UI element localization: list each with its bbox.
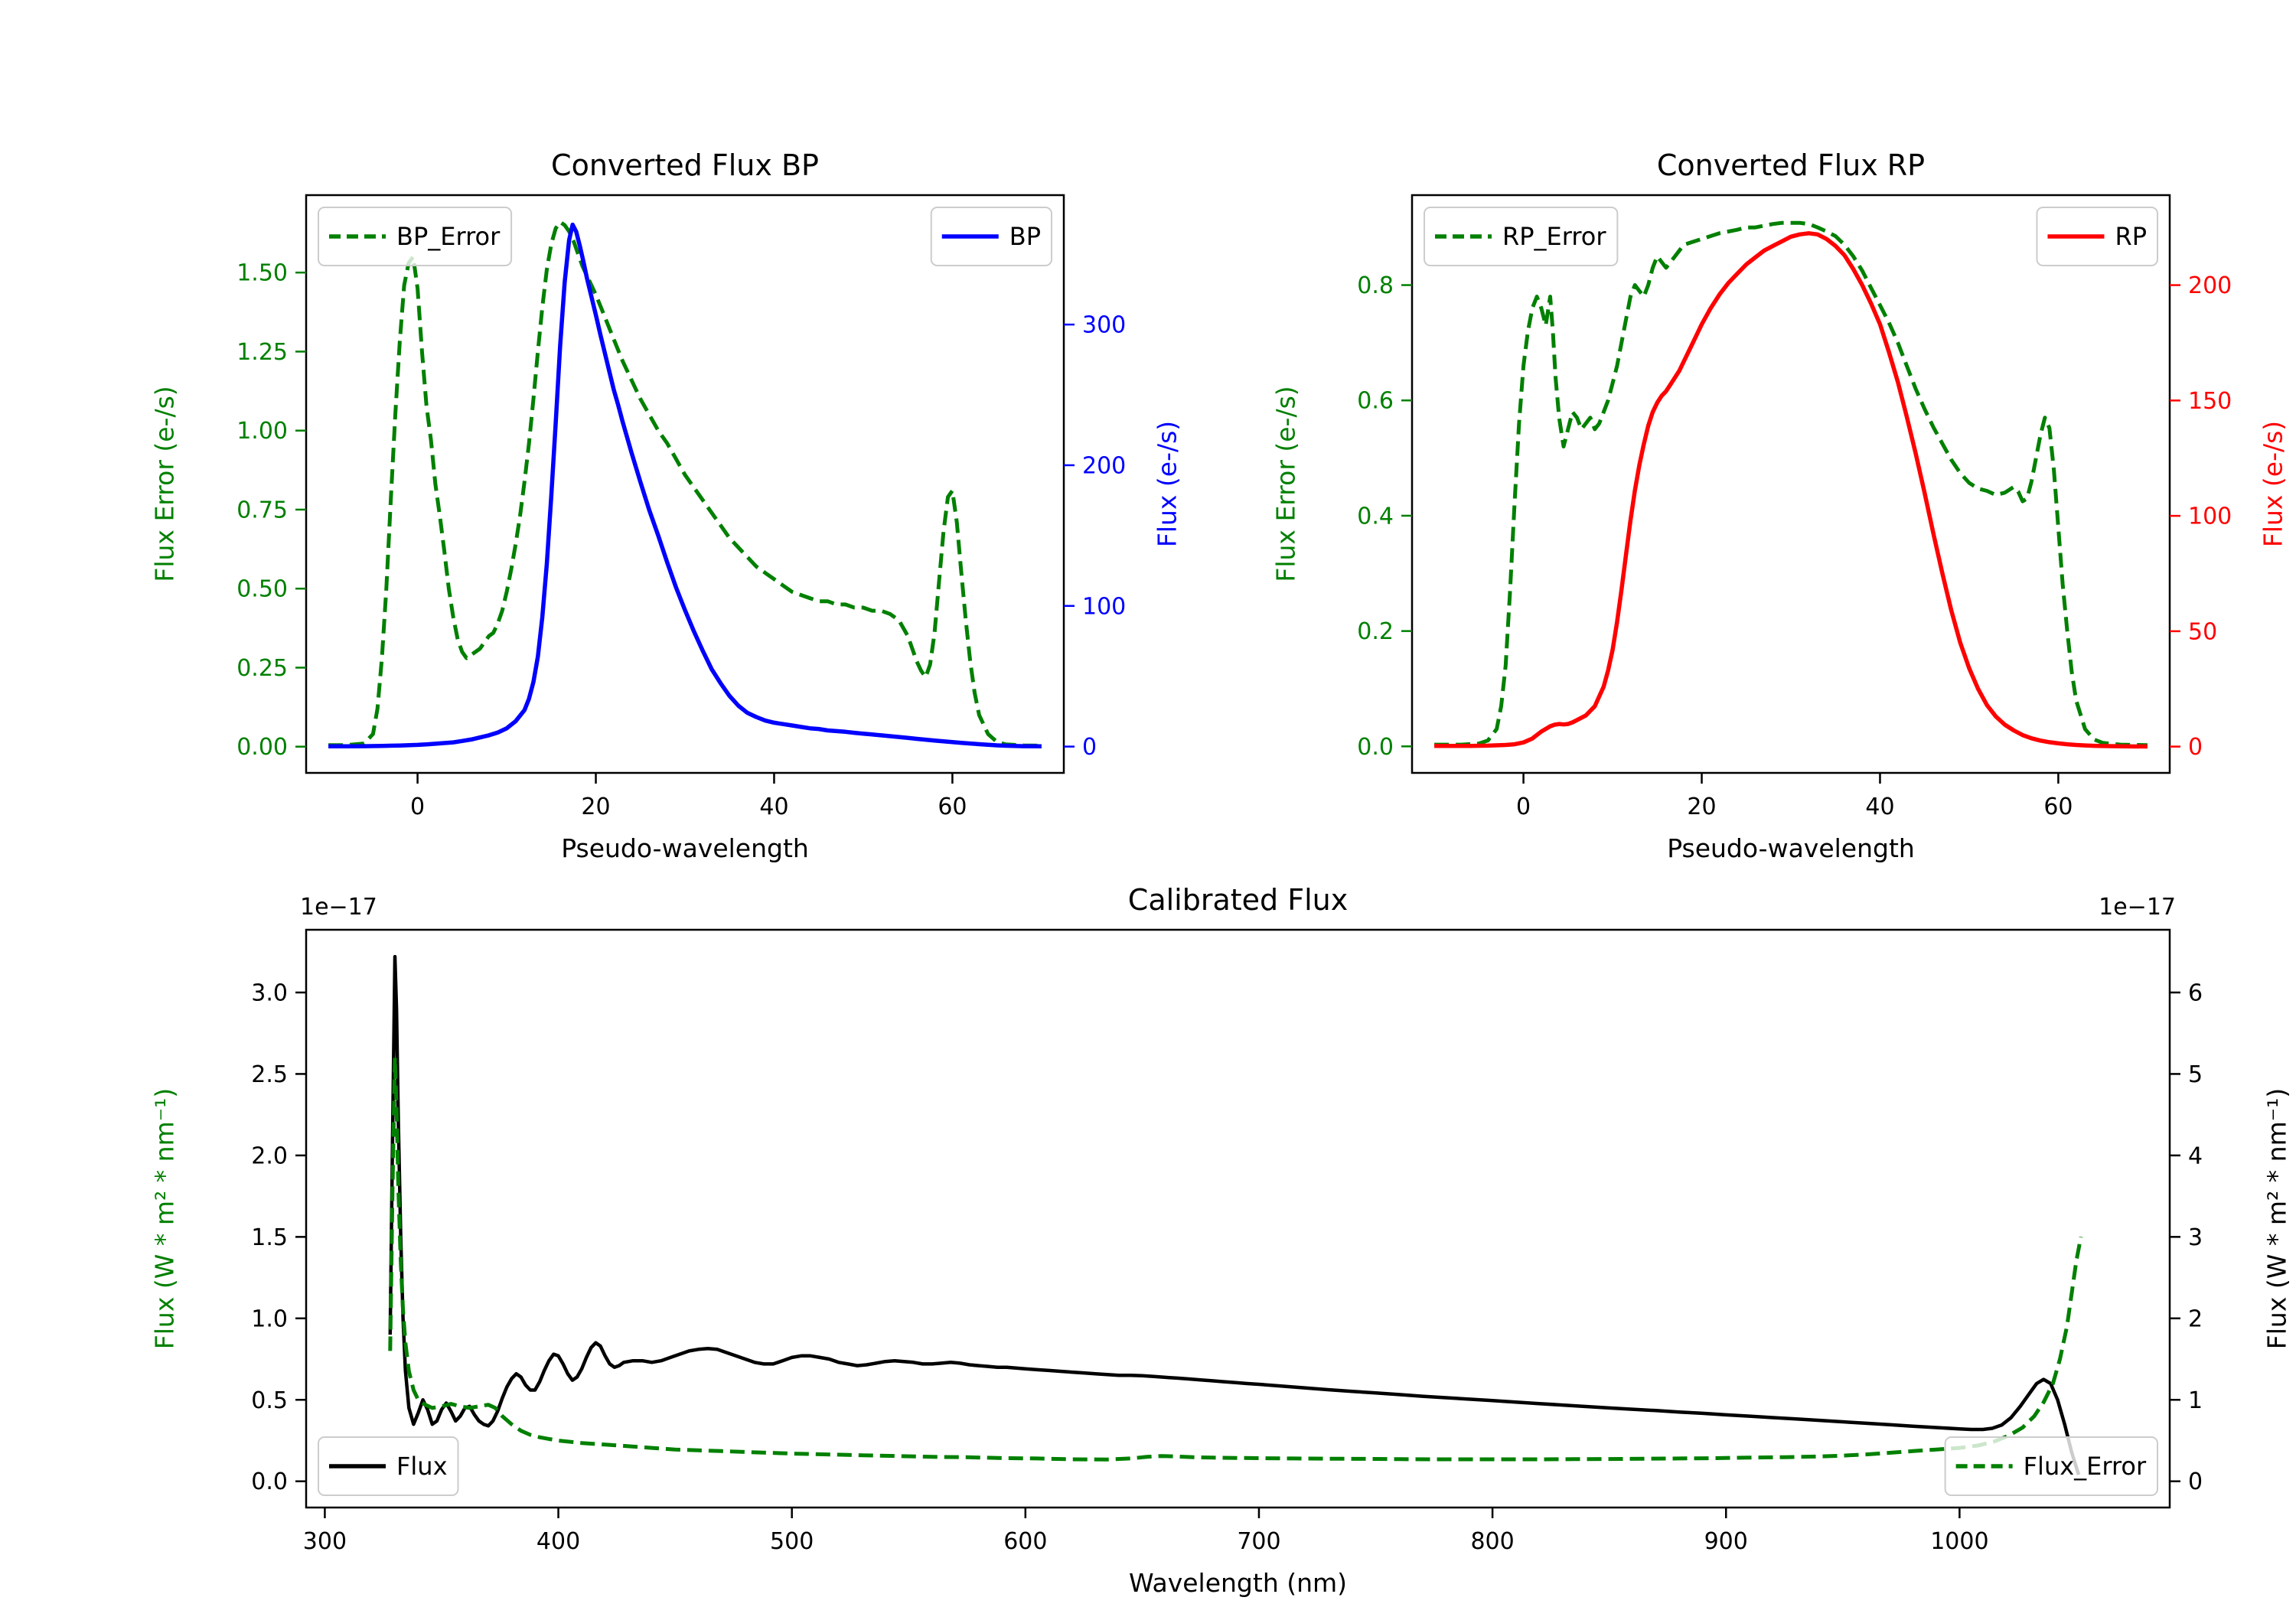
left-tick-label: 1.50 [236, 260, 288, 287]
series-BP [328, 222, 1042, 749]
right-tick-label: 3 [2188, 1224, 2203, 1251]
chart-title: Calibrated Flux [1128, 883, 1348, 917]
chart-cal: 300 400 500 600 700 800 900 1000 0.0 0.5 1.0 1.5 2.0… [150, 883, 2292, 1598]
left-tick-label: 1.0 [251, 1305, 288, 1332]
legend-label: BP_Error [396, 222, 501, 251]
left-axis-label: Flux (W * m² * nm⁻¹) [150, 1088, 180, 1350]
x-axis-label: Pseudo-wavelength [1667, 833, 1915, 863]
right-tick-label: 300 [1082, 312, 1126, 339]
right-tick-label: 100 [2188, 504, 2232, 530]
left-axis-label: Flux Error (e-/s) [150, 386, 180, 582]
x-tick-label: 600 [1003, 1528, 1047, 1555]
right-axis-label: Flux (e-/s) [1153, 421, 1182, 547]
left-offset-text: 1e−17 [300, 894, 377, 921]
right-tick-label: 0 [2188, 734, 2203, 761]
legend-box [318, 207, 513, 266]
legend-flux: Flux [318, 1436, 459, 1496]
x-tick-label: 300 [303, 1528, 347, 1555]
legend-flux_error: Flux_Error [1944, 1436, 2158, 1496]
legend-label: RP_Error [1502, 222, 1606, 251]
x-tick-label: 60 [2043, 794, 2073, 820]
right-axis-label: Flux (W * m² * nm⁻¹) [2262, 1088, 2292, 1350]
left-tick-label: 0.75 [236, 497, 288, 523]
legend-bp: BP [930, 207, 1052, 266]
right-tick-label: 6 [2188, 980, 2203, 1006]
left-tick-label: 0.50 [236, 576, 288, 603]
left-tick-label: 0.0 [251, 1468, 288, 1495]
right-tick-label: 4 [2188, 1143, 2203, 1169]
legend-rp_error: RP_Error [1424, 207, 1619, 266]
right-tick-label: 50 [2188, 618, 2217, 645]
chart-bp: 0 20 40 60 0.00 0.25 0.50 0.75 1.00 1.25 1.50 Flux … [150, 148, 1182, 863]
left-tick-label: 0.5 [251, 1387, 288, 1414]
axes-spines [1411, 194, 2171, 774]
legend-box [318, 1436, 459, 1496]
legend-rp: RP [2036, 207, 2158, 266]
left-tick-label: 0.25 [236, 655, 288, 682]
left-tick-label: 0.6 [1357, 388, 1394, 415]
left-tick-label: 2.5 [251, 1061, 288, 1088]
legend-label: Flux [396, 1452, 448, 1481]
left-axis-label: Flux Error (e-/s) [1271, 386, 1301, 582]
x-tick-label: 0 [410, 794, 425, 820]
legend-bp_error: BP_Error [318, 207, 513, 266]
right-tick-label: 0 [1082, 734, 1097, 761]
series-RP_Error [1434, 220, 2148, 748]
chart-title: Converted Flux BP [551, 148, 819, 182]
x-tick-label: 900 [1704, 1528, 1748, 1555]
legend-box [1944, 1436, 2158, 1496]
right-tick-label: 0 [2188, 1468, 2203, 1495]
chart-title: Converted Flux RP [1657, 148, 1925, 182]
right-tick-label: 200 [2188, 272, 2232, 299]
x-tick-label: 20 [581, 794, 610, 820]
axes-spines [305, 194, 1065, 774]
x-tick-label: 40 [759, 794, 788, 820]
x-tick-label: 60 [938, 794, 967, 820]
left-tick-label: 3.0 [251, 980, 288, 1006]
x-tick-label: 1000 [1930, 1528, 1988, 1555]
right-tick-label: 200 [1082, 452, 1126, 479]
x-axis-label: Wavelength (nm) [1129, 1568, 1347, 1598]
right-tick-label: 2 [2188, 1305, 2203, 1332]
x-tick-label: 500 [770, 1528, 814, 1555]
legend-box [1424, 207, 1619, 266]
series-RP [1434, 231, 2148, 749]
legend-label: RP [2115, 222, 2147, 251]
left-tick-label: 2.0 [251, 1143, 288, 1169]
x-axis-label: Pseudo-wavelength [561, 833, 809, 863]
left-tick-label: 0.4 [1357, 503, 1394, 530]
left-tick-label: 1.5 [251, 1224, 288, 1251]
left-tick-label: 1.00 [236, 418, 288, 445]
legend-label: BP [1009, 222, 1041, 251]
x-tick-label: 40 [1865, 794, 1894, 820]
left-tick-label: 0.0 [1357, 734, 1394, 761]
left-tick-label: 0.2 [1357, 618, 1394, 645]
x-tick-label: 800 [1470, 1528, 1514, 1555]
right-tick-label: 150 [2188, 388, 2232, 415]
right-tick-label: 1 [2188, 1387, 2203, 1414]
right-tick-label: 5 [2188, 1061, 2203, 1088]
x-tick-label: 0 [1516, 794, 1531, 820]
axes-spines [305, 928, 2171, 1509]
right-axis-label: Flux (e-/s) [2258, 421, 2288, 547]
right-offset-text: 1e−17 [2099, 894, 2176, 921]
left-tick-label: 0.00 [236, 734, 288, 761]
right-tick-label: 100 [1082, 593, 1126, 620]
series-Flux_Error [388, 1055, 2083, 1462]
series-Flux [388, 954, 2081, 1475]
x-tick-label: 20 [1687, 794, 1716, 820]
legend-label: Flux_Error [2024, 1452, 2147, 1481]
series-BP_Error [328, 220, 1042, 748]
chart-rp: 0 20 40 60 0.0 0.2 0.4 0.6 0.8 Flux Error (e-/s) 0… [1271, 148, 2288, 863]
x-tick-label: 700 [1237, 1528, 1280, 1555]
x-tick-label: 400 [536, 1528, 580, 1555]
left-tick-label: 0.8 [1357, 272, 1394, 299]
left-tick-label: 1.25 [236, 339, 288, 366]
